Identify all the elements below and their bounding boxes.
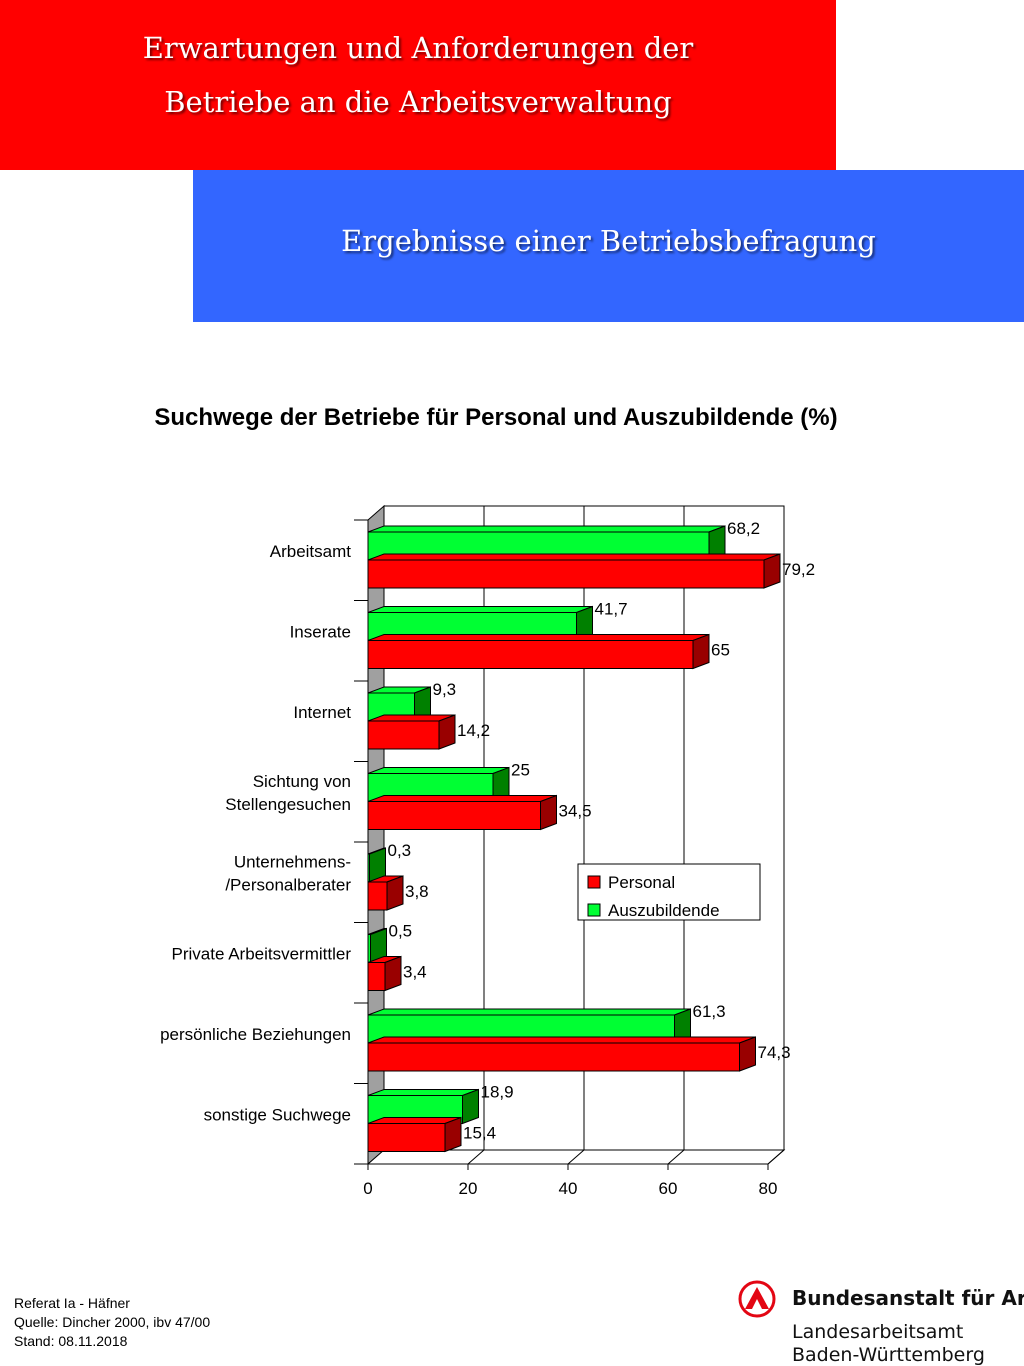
bar-side-face <box>444 1116 462 1153</box>
legend-swatch <box>587 903 601 917</box>
legend-swatch <box>587 875 601 889</box>
logo-line-3: Baden-Württemberg <box>792 1344 985 1366</box>
logo-name: Bundesanstalt für Arbeit <box>792 1286 1024 1310</box>
category-label: sonstige Suchwege <box>204 1106 351 1125</box>
bar <box>367 881 388 911</box>
data-label: 0,5 <box>389 922 413 941</box>
data-label: 15,4 <box>463 1124 496 1143</box>
category-label: /Personalberater <box>225 876 351 895</box>
footer-date: Stand: 08.11.2018 <box>14 1333 128 1349</box>
data-label: 14,2 <box>457 721 490 740</box>
x-tick-label: 40 <box>559 1179 578 1198</box>
bar <box>367 1042 740 1072</box>
bar-side-face <box>739 1036 756 1072</box>
bar-side-face <box>386 875 404 911</box>
footer-author: Referat Ia - Häfner <box>14 1295 130 1311</box>
gridline-floor <box>467 1149 485 1165</box>
data-label: 9,3 <box>433 680 457 699</box>
data-label: 68,2 <box>727 519 760 538</box>
gridline-floor <box>667 1149 685 1165</box>
category-label: Inserate <box>290 623 351 642</box>
bar-top-face <box>367 1008 691 1016</box>
x-tick-label: 80 <box>759 1179 778 1198</box>
bar <box>367 962 386 991</box>
legend-label: Personal <box>608 873 675 892</box>
data-label: 0,3 <box>388 841 412 860</box>
category-label: Unternehmens- <box>234 853 351 872</box>
bar-side-face <box>540 794 557 831</box>
bar <box>367 720 440 750</box>
bar-side-face <box>692 633 710 670</box>
category-label: Arbeitsamt <box>270 542 352 561</box>
category-label: Stellengesuchen <box>225 795 351 814</box>
x-tick-label: 60 <box>659 1179 678 1198</box>
bar-top-face <box>367 606 593 613</box>
bar-top-face <box>367 553 781 561</box>
bar-top-face <box>367 525 726 533</box>
legend-label: Auszubildende <box>608 901 720 920</box>
data-label: 25 <box>511 761 530 780</box>
bar-side-face <box>763 553 781 589</box>
bar-top-face <box>367 634 710 641</box>
category-label: Internet <box>293 703 351 722</box>
gridline-floor <box>767 1149 785 1165</box>
logo-line-2: Landesarbeitsamt <box>792 1321 964 1343</box>
data-label: 41,7 <box>595 600 628 619</box>
x-tick-label: 20 <box>459 1179 478 1198</box>
data-label: 65 <box>711 641 730 660</box>
header-blue-banner <box>193 170 1024 322</box>
bar-top-face <box>367 1036 756 1044</box>
bar <box>367 1123 446 1152</box>
data-label: 3,8 <box>405 882 429 901</box>
data-label: 34,5 <box>559 802 592 821</box>
bar-side-face <box>462 1088 479 1125</box>
bar-side-face <box>438 714 456 750</box>
bar-top-face <box>367 795 557 802</box>
bar-chart: 0 20 40 60 80 Arbeitsamt 68,2 79,2 Inserate 41,7 6… <box>160 504 815 1198</box>
page-title-line1: Erwartungen und Anforderungen der <box>142 31 694 65</box>
footer-source: Quelle: Dincher 2000, ibv 47/00 <box>14 1314 211 1330</box>
header-red-banner <box>0 0 836 170</box>
data-label: 3,4 <box>403 963 427 982</box>
data-label: 18,9 <box>481 1083 514 1102</box>
legend-box <box>577 863 761 921</box>
bar-top-face <box>367 1089 479 1096</box>
category-label: Sichtung von <box>253 772 351 791</box>
ba-logo-icon <box>738 1280 776 1318</box>
bar-top-face <box>367 767 510 774</box>
page-title-line2: Betriebe an die Arbeitsverwaltung <box>164 85 672 119</box>
bar-side-face <box>384 955 402 992</box>
category-label: persönliche Beziehungen <box>160 1025 351 1044</box>
category-label: Private Arbeitsvermittler <box>172 945 352 964</box>
bar <box>367 801 541 830</box>
bar <box>367 640 694 669</box>
data-label: 74,3 <box>758 1043 791 1062</box>
data-label: 61,3 <box>693 1002 726 1021</box>
bar <box>367 559 765 589</box>
x-tick-label: 0 <box>363 1179 372 1198</box>
page-subtitle: Ergebnisse einer Betriebsbefragung <box>341 224 876 258</box>
gridline-floor <box>567 1149 585 1165</box>
chart-title: Suchwege der Betriebe für Personal und A… <box>154 404 838 431</box>
data-label: 79,2 <box>782 560 815 579</box>
